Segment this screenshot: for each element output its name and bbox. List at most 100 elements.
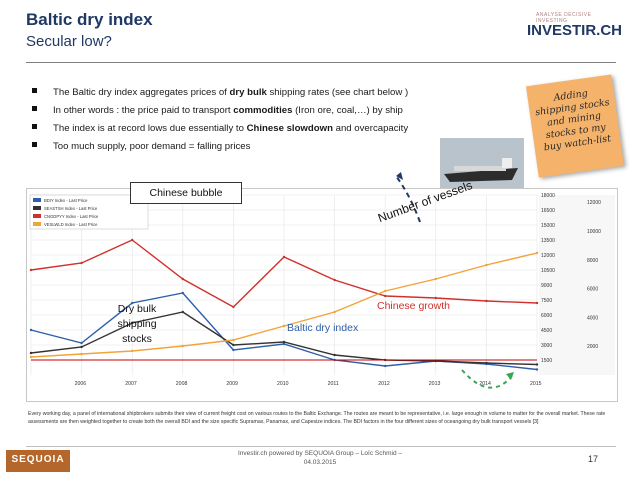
baltic-dry-index-label: Baltic dry index bbox=[287, 322, 359, 334]
legend-entry: VESLWLD Index - Last Price bbox=[44, 222, 98, 227]
y-tick-label: 18000 bbox=[541, 193, 555, 199]
x-tick-label: 2011 bbox=[328, 381, 339, 387]
legend-swatch bbox=[33, 214, 41, 218]
bdi-chart: BDIY Index - Last Price SEASTSH Index - L… bbox=[26, 188, 618, 402]
bullet-square-icon bbox=[32, 106, 37, 111]
data-point bbox=[131, 321, 134, 325]
y-tick-label: 9000 bbox=[541, 283, 552, 289]
y-tick-label: 10500 bbox=[541, 268, 555, 274]
ship-hull-icon bbox=[444, 168, 518, 182]
title-divider bbox=[26, 62, 616, 63]
data-point bbox=[232, 338, 235, 342]
data-point bbox=[80, 261, 83, 265]
data-point bbox=[232, 348, 235, 352]
y-tick-label: 3000 bbox=[541, 343, 552, 349]
y-right-tick-label: 12000 bbox=[587, 200, 601, 206]
investir-logo: ANALYSE DECISIVE INVESTING INVESTIR.CH bbox=[527, 6, 628, 46]
bullet-square-icon bbox=[32, 88, 37, 93]
data-point bbox=[29, 351, 33, 355]
data-point bbox=[131, 349, 134, 353]
page-title: Baltic dry index bbox=[26, 10, 153, 29]
data-point bbox=[333, 310, 336, 314]
legend-entry: SEASTSH Index - Last Price bbox=[44, 206, 98, 211]
page-subtitle: Secular low? bbox=[26, 33, 112, 50]
bullet-item: Too much supply, poor demand = falling p… bbox=[32, 138, 492, 156]
y-tick-label: 4500 bbox=[541, 328, 552, 334]
bullet-square-icon bbox=[32, 124, 37, 129]
vessels-arrow-head-icon bbox=[396, 172, 403, 180]
y-tick-label: 7500 bbox=[541, 298, 552, 304]
bdi-chart-svg: BDIY Index - Last Price SEASTSH Index - L… bbox=[29, 193, 615, 387]
data-point bbox=[282, 255, 286, 259]
x-tick-label: 2013 bbox=[429, 381, 441, 387]
data-point bbox=[80, 352, 83, 356]
x-tick-label: 2012 bbox=[378, 381, 390, 387]
legend-swatch bbox=[33, 198, 41, 202]
data-point bbox=[485, 263, 488, 267]
data-point bbox=[535, 363, 539, 366]
data-point bbox=[535, 301, 539, 305]
data-point bbox=[80, 345, 83, 349]
y-axis-panel bbox=[539, 195, 615, 375]
footer-credit: Investir.ch powered by SEQUOIA Group – L… bbox=[237, 450, 403, 466]
data-point bbox=[485, 299, 488, 303]
x-tick-label: 2015 bbox=[530, 381, 542, 387]
legend-swatch bbox=[33, 206, 41, 210]
legend-swatch bbox=[33, 222, 41, 226]
bullet-item: The Baltic dry index aggregates prices o… bbox=[32, 84, 492, 102]
legend-entry: CNGDPYY Index - Last Price bbox=[44, 214, 99, 219]
y-right-tick-label: 4000 bbox=[587, 315, 598, 321]
y-tick-label: 6000 bbox=[541, 313, 552, 319]
data-point bbox=[384, 289, 387, 293]
footer-divider bbox=[26, 446, 616, 447]
cargo-ship-image bbox=[440, 138, 524, 194]
data-point bbox=[384, 364, 387, 368]
ship-bridge-icon bbox=[502, 158, 512, 168]
data-point bbox=[282, 340, 286, 344]
data-point bbox=[29, 355, 33, 359]
data-point bbox=[181, 291, 184, 295]
y-tick-label: 12000 bbox=[541, 253, 555, 259]
y-tick-label: 13500 bbox=[541, 238, 555, 244]
data-point bbox=[535, 368, 539, 371]
bullet-list: The Baltic dry index aggregates prices o… bbox=[32, 84, 492, 156]
bullet-item: In other words : the price paid to trans… bbox=[32, 102, 492, 120]
data-point bbox=[181, 277, 184, 281]
data-point bbox=[333, 278, 336, 282]
chinese-growth-label: Chinese growth bbox=[377, 300, 450, 312]
data-point bbox=[282, 324, 286, 328]
bullet-item: The index is at record lows due essentia… bbox=[32, 120, 492, 138]
footnote: Every working day, a panel of internatio… bbox=[28, 411, 606, 425]
x-tick-label: 2007 bbox=[125, 381, 137, 387]
x-tick-label: 2010 bbox=[277, 381, 289, 387]
data-point bbox=[232, 305, 235, 309]
y-tick-label: 15000 bbox=[541, 223, 555, 229]
data-point bbox=[384, 294, 387, 298]
data-point bbox=[181, 344, 184, 348]
x-tick-label: 2009 bbox=[226, 381, 238, 387]
ship-deck-icon bbox=[454, 166, 506, 171]
page-number: 17 bbox=[588, 454, 599, 464]
data-point bbox=[131, 238, 134, 242]
dry-bulk-stocks-label: Dry bulk shipping stocks bbox=[117, 303, 157, 345]
data-point bbox=[29, 328, 33, 332]
data-point bbox=[181, 310, 184, 314]
y-right-tick-label: 8000 bbox=[587, 258, 598, 264]
sticky-note: Adding shipping stocks and mining stocks… bbox=[526, 74, 624, 178]
legend-entry: BDIY Index - Last Price bbox=[44, 198, 88, 203]
data-point bbox=[29, 268, 33, 272]
data-point bbox=[232, 343, 235, 347]
y-right-tick-label: 10000 bbox=[587, 229, 601, 235]
y-tick-label: 16500 bbox=[541, 208, 555, 214]
data-point bbox=[434, 277, 437, 281]
chart-legend bbox=[29, 194, 149, 230]
data-point bbox=[333, 353, 336, 357]
logo-tagline: ANALYSE DECISIVE INVESTING bbox=[536, 12, 592, 24]
data-point bbox=[282, 342, 286, 346]
data-point bbox=[535, 251, 539, 255]
x-tick-label: 2008 bbox=[176, 381, 188, 387]
y-tick-label: 1500 bbox=[541, 358, 552, 364]
data-point bbox=[80, 341, 83, 345]
data-point bbox=[434, 296, 437, 300]
logo-name: INVESTIR.CH bbox=[526, 22, 622, 39]
